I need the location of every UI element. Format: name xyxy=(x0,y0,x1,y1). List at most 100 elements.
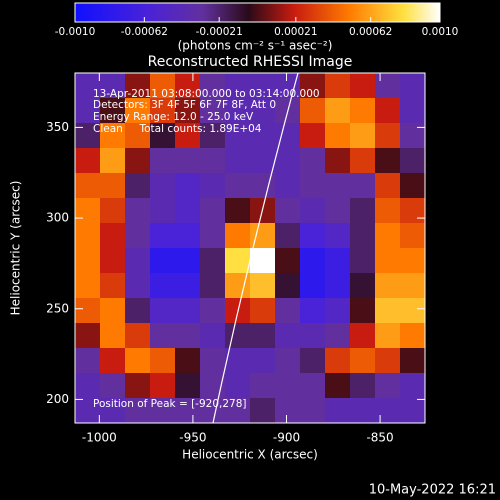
heatmap-cell xyxy=(225,123,251,149)
heatmap-cell xyxy=(300,173,326,199)
heatmap-cell xyxy=(275,348,301,374)
heatmap-cell xyxy=(275,298,301,324)
heatmap-cell xyxy=(225,373,251,399)
heatmap-cell xyxy=(375,148,401,174)
heatmap-cell xyxy=(350,73,376,99)
heatmap-cell xyxy=(275,223,301,249)
colorbar-tick-label: -0.00021 xyxy=(196,26,243,38)
heatmap-cell xyxy=(350,298,376,324)
heatmap-cell xyxy=(225,173,251,199)
heatmap-cell xyxy=(150,273,176,299)
heatmap-cell xyxy=(125,248,151,274)
heatmap-cell xyxy=(400,198,425,224)
heatmap-cell xyxy=(325,148,351,174)
heatmap-cell xyxy=(150,248,176,274)
colorbar-tick-label: -0.00062 xyxy=(121,26,168,38)
colorbar-tick-label: -0.0010 xyxy=(55,26,96,38)
heatmap-cell xyxy=(225,223,251,249)
heatmap-cell xyxy=(100,73,126,99)
heatmap-cell xyxy=(200,348,226,374)
heatmap-cell xyxy=(350,198,376,224)
heatmap-cell xyxy=(300,273,326,299)
heatmap-cell xyxy=(175,273,201,299)
heatmap-cell xyxy=(175,323,201,349)
y-tick-label: 200 xyxy=(46,392,69,406)
heatmap-cell xyxy=(125,348,151,374)
heatmap-cell xyxy=(325,123,351,149)
heatmap-cell xyxy=(275,373,301,399)
heatmap-cell xyxy=(175,223,201,249)
heatmap-cell xyxy=(400,123,425,149)
heatmap-cell xyxy=(300,248,326,274)
heatmap-cell xyxy=(300,348,326,374)
heatmap-cell xyxy=(350,273,376,299)
heatmap-cell xyxy=(200,123,226,149)
heatmap-cell xyxy=(175,398,201,423)
heatmap-cell xyxy=(375,98,401,124)
x-tick-label: -900 xyxy=(273,431,300,445)
annotation: Detectors: 3F 4F 5F 6F 7F 8F, Att 0 xyxy=(93,99,276,111)
heatmap-cell xyxy=(200,273,226,299)
heatmap-cell xyxy=(125,323,151,349)
heatmap-cell xyxy=(375,73,401,99)
heatmap-cell xyxy=(225,198,251,224)
heatmap-cell xyxy=(150,398,176,423)
heatmap-cell xyxy=(375,198,401,224)
heatmap-cell xyxy=(350,223,376,249)
y-axis-label: Heliocentric Y (arcsec) xyxy=(9,181,23,316)
heatmap-cell xyxy=(350,173,376,199)
heatmap-cell xyxy=(325,73,351,99)
heatmap-cell xyxy=(200,248,226,274)
heatmap-cell xyxy=(375,173,401,199)
heatmap-cell xyxy=(400,148,425,174)
annotation: Position of Peak = [-920,278] xyxy=(93,398,247,410)
heatmap-cell xyxy=(350,123,376,149)
heatmap-cell xyxy=(125,198,151,224)
heatmap-cell xyxy=(400,398,425,423)
colorbar-label: (photons cm⁻² s⁻¹ asec⁻²) xyxy=(178,39,333,53)
heatmap-cell xyxy=(250,323,276,349)
heatmap-cell xyxy=(100,373,126,399)
colorbar-tick-label: 0.00021 xyxy=(274,26,317,38)
heatmap-cell xyxy=(200,98,226,124)
y-tick-label: 350 xyxy=(46,120,69,134)
heatmap-cell xyxy=(150,348,176,374)
timestamp: 10-May-2022 16:21 xyxy=(369,483,496,498)
heatmap-cell xyxy=(400,98,425,124)
heatmap-cell xyxy=(225,248,251,274)
heatmap-cell xyxy=(175,348,201,374)
heatmap-cell xyxy=(250,248,276,274)
solar-limb xyxy=(212,73,299,423)
heatmap-cell xyxy=(325,373,351,399)
heatmap-cell xyxy=(75,323,101,349)
heatmap-cell xyxy=(350,398,376,423)
heatmap-cell xyxy=(100,98,126,124)
heatmap-cell xyxy=(175,148,201,174)
heatmap-cell xyxy=(250,348,276,374)
heatmap-cell xyxy=(250,373,276,399)
heatmap-cell xyxy=(125,298,151,324)
heatmap-cell xyxy=(300,373,326,399)
heatmap-cell xyxy=(100,323,126,349)
x-tick-label: -950 xyxy=(179,431,206,445)
heatmap-cell xyxy=(150,73,176,99)
annotation: Clean Total counts: 1.89E+04 xyxy=(93,123,262,135)
annotation: 13-Apr-2011 03:08:00.000 to 03:14:00.000 xyxy=(93,88,320,100)
heatmap-cell xyxy=(375,373,401,399)
heatmap-cell xyxy=(275,198,301,224)
heatmap-cell xyxy=(350,98,376,124)
heatmap-cell xyxy=(125,173,151,199)
heatmap-cell xyxy=(175,298,201,324)
heatmap-cell xyxy=(375,223,401,249)
heatmap-cell xyxy=(400,273,425,299)
heatmap-cell xyxy=(225,398,251,423)
heatmap-cell xyxy=(325,298,351,324)
heatmap-cell xyxy=(125,398,151,423)
x-axis-label: Heliocentric X (arcsec) xyxy=(182,448,318,462)
heatmap-cell xyxy=(350,248,376,274)
heatmap-cell xyxy=(100,123,126,149)
heatmap-cell xyxy=(125,373,151,399)
heatmap-cell xyxy=(125,223,151,249)
heatmap-cell xyxy=(250,148,276,174)
heatmap-cell xyxy=(200,323,226,349)
